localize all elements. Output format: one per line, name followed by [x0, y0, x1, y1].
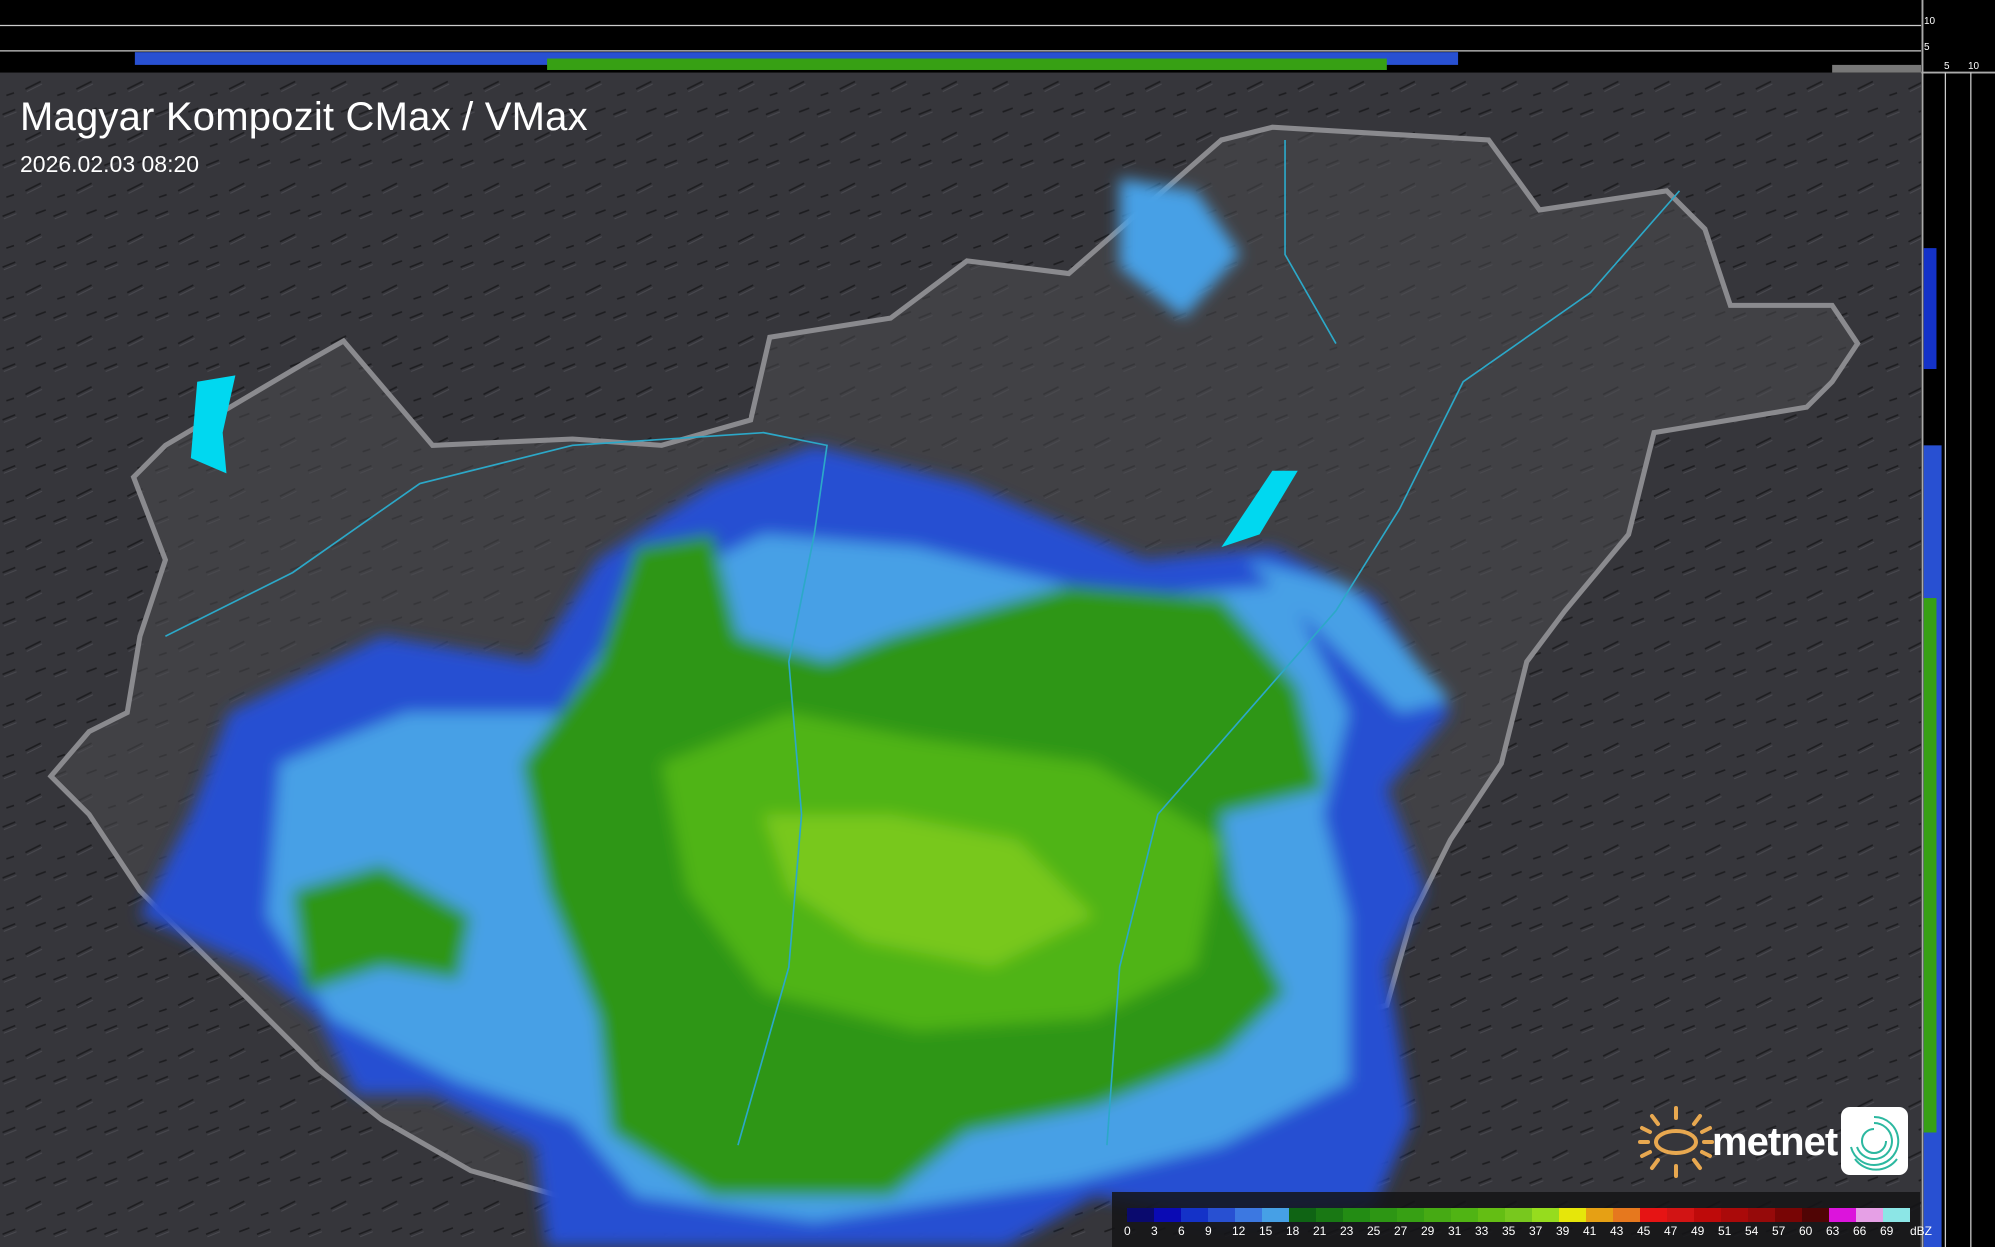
legend-swatch [1235, 1208, 1262, 1222]
legend-label: 35 [1502, 1224, 1516, 1238]
legend-label: 39 [1556, 1224, 1570, 1238]
legend-label: 47 [1664, 1224, 1678, 1238]
color-scale-labels: 0 3 6 9 12 15 18 21 23 25 27 29 31 33 35 37 39 41 43 45 47 49… [1124, 1224, 1910, 1238]
map-title: Magyar Kompozit CMax / VMax [20, 95, 588, 139]
legend-label: 18 [1286, 1224, 1300, 1238]
logo-text: metnet [1712, 1119, 1838, 1164]
legend-swatch [1532, 1208, 1559, 1222]
legend-swatch [1262, 1208, 1289, 1222]
legend-swatch [1667, 1208, 1694, 1222]
color-scale-legend: 0 3 6 9 12 15 18 21 23 25 27 29 31 33 35 37 39 41 43 45 47 49… [1112, 1192, 1932, 1247]
legend-label: 37 [1529, 1224, 1543, 1238]
sun-icon [1638, 1106, 1714, 1178]
legend-swatch [1208, 1208, 1235, 1222]
rivers [165, 139, 1681, 1146]
legend-swatch [1127, 1208, 1154, 1222]
legend-label: 15 [1259, 1224, 1273, 1238]
legend-label: 12 [1232, 1224, 1246, 1238]
legend-swatch [1802, 1208, 1829, 1222]
legend-swatch [1721, 1208, 1748, 1222]
legend-swatch [1883, 1208, 1910, 1222]
legend-swatch [1154, 1208, 1181, 1222]
legend-label: 0 [1124, 1224, 1131, 1238]
legend-label: 21 [1313, 1224, 1327, 1238]
legend-swatch [1856, 1208, 1883, 1222]
top-axis-label: 10 [1924, 16, 1936, 27]
legend-label: 45 [1637, 1224, 1651, 1238]
legend-swatch [1748, 1208, 1775, 1222]
legend-swatch [1829, 1208, 1856, 1222]
legend-label: 63 [1826, 1224, 1840, 1238]
radar-swirl-icon [1841, 1107, 1908, 1175]
legend-swatch [1775, 1208, 1802, 1222]
legend-swatch [1559, 1208, 1586, 1222]
legend-swatch [1640, 1208, 1667, 1222]
top-axis-label: 5 [1924, 42, 1930, 53]
legend-swatch [1181, 1208, 1208, 1222]
legend-label: 57 [1772, 1224, 1786, 1238]
legend-label: 6 [1178, 1224, 1185, 1238]
right-axis-label: 10 [1968, 61, 1980, 72]
legend-label: 23 [1340, 1224, 1354, 1238]
legend-label: 9 [1205, 1224, 1212, 1238]
legend-swatch [1316, 1208, 1343, 1222]
legend-swatch [1613, 1208, 1640, 1222]
legend-label: 60 [1799, 1224, 1813, 1238]
map-timestamp: 2026.02.03 08:20 [20, 151, 200, 177]
legend-swatch [1424, 1208, 1451, 1222]
legend-label: 41 [1583, 1224, 1597, 1238]
radar-echoes [139, 178, 1451, 1247]
legend-label: 43 [1610, 1224, 1624, 1238]
legend-swatch [1478, 1208, 1505, 1222]
metnet-logo: metnet [1636, 1104, 1838, 1180]
legend-swatch [1370, 1208, 1397, 1222]
legend-label: 31 [1448, 1224, 1462, 1238]
legend-label: 33 [1475, 1224, 1489, 1238]
right-profile-blue [1923, 248, 1937, 370]
legend-swatch [1343, 1208, 1370, 1222]
top-profile-green [547, 58, 1387, 70]
legend-swatch [1451, 1208, 1478, 1222]
legend-swatch [1694, 1208, 1721, 1222]
legend-label: 29 [1421, 1224, 1435, 1238]
legend-label: 3 [1151, 1224, 1158, 1238]
legend-label: 66 [1853, 1224, 1867, 1238]
legend-swatch [1586, 1208, 1613, 1222]
lake-neusiedl [190, 375, 236, 474]
legend-label: 69 [1880, 1224, 1894, 1238]
legend-label: 54 [1745, 1224, 1759, 1238]
legend-label: 51 [1718, 1224, 1732, 1238]
legend-swatch [1289, 1208, 1316, 1222]
legend-swatch [1505, 1208, 1532, 1222]
legend-label: 49 [1691, 1224, 1705, 1238]
right-profile-green [1923, 598, 1937, 1133]
legend-label: 27 [1394, 1224, 1408, 1238]
right-axis-label: 5 [1944, 61, 1950, 72]
color-scale-bar [1127, 1208, 1910, 1222]
legend-swatch [1397, 1208, 1424, 1222]
legend-unit: dBZ [1910, 1224, 1933, 1238]
legend-label: 25 [1367, 1224, 1381, 1238]
lake-balaton [1221, 470, 1298, 548]
